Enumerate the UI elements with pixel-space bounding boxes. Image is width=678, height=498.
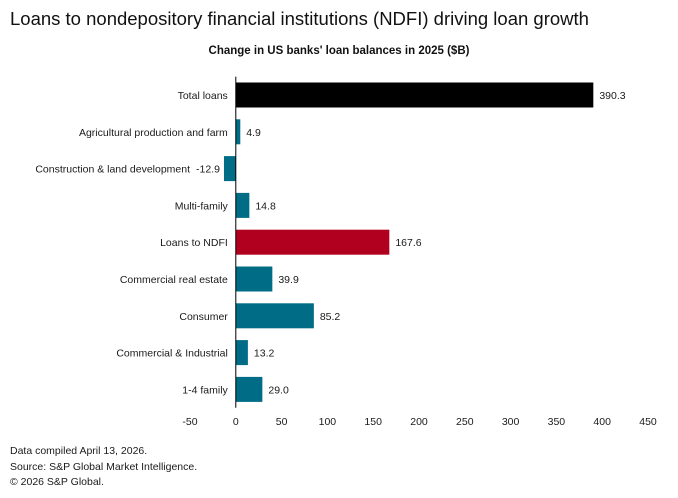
bar-1-4-family xyxy=(235,376,263,402)
bar-agricultural-production-and-farm xyxy=(235,119,241,145)
x-axis-ticks: -50 0 50 100 150 200 250 300 350 400 450 xyxy=(182,416,657,428)
bar-commercial-real-estate xyxy=(235,266,273,292)
x-tick-label: 0 xyxy=(233,416,239,428)
category-label-loans-to-ndfi: Loans to NDFI xyxy=(160,237,228,249)
x-tick-label: 100 xyxy=(319,416,337,428)
x-tick-label: 300 xyxy=(502,416,520,428)
category-label-multi-family: Multi-family xyxy=(175,200,229,212)
footer-source: Source: S&P Global Market Intelligence. xyxy=(10,460,198,473)
value-label-1-4-family: 29.0 xyxy=(268,384,289,396)
footer-copyright: © 2026 S&P Global. xyxy=(10,476,104,488)
category-labels: Total loans Agricultural production and f… xyxy=(35,90,228,396)
x-tick-label: -50 xyxy=(182,416,197,428)
chart-title: Loans to nondepository financial institu… xyxy=(10,8,589,29)
category-label-agricultural-production-and-farm: Agricultural production and farm xyxy=(79,127,228,139)
value-label-agricultural-production-and-farm: 4.9 xyxy=(246,127,261,139)
bar-consumer xyxy=(235,303,314,329)
value-label-commercial-real-estate: 39.9 xyxy=(278,274,299,286)
bar-total-loans xyxy=(235,82,594,108)
category-label-consumer: Consumer xyxy=(179,311,228,323)
footer-date: Data compiled April 13, 2026. xyxy=(10,445,148,457)
bar-multi-family xyxy=(235,192,250,218)
x-tick-label: 450 xyxy=(639,416,657,428)
x-tick-label: 200 xyxy=(410,416,428,428)
value-labels: 390.3 4.9 -12.9 14.8 167.6 39.9 85.2 13.2 29.0 xyxy=(196,90,626,396)
bar-loans-to-ndfi xyxy=(235,229,390,255)
bar-construction-land-development xyxy=(223,156,236,182)
value-label-total-loans: 390.3 xyxy=(599,90,625,102)
category-label-total-loans: Total loans xyxy=(178,90,228,102)
bar-commercial-industrial xyxy=(235,340,248,366)
x-tick-label: 250 xyxy=(456,416,474,428)
value-label-consumer: 85.2 xyxy=(320,311,341,323)
category-label-commercial-industrial: Commercial & Industrial xyxy=(116,348,227,360)
footer: Data compiled April 13, 2026. Source: S&… xyxy=(10,444,197,491)
value-label-multi-family: 14.8 xyxy=(255,200,276,212)
x-tick-label: 150 xyxy=(364,416,382,428)
category-label-1-4-family: 1-4 family xyxy=(182,384,228,396)
value-label-loans-to-ndfi: 167.6 xyxy=(395,237,421,249)
x-tick-label: 400 xyxy=(593,416,611,428)
chart-subtitle: Change in US banks' loan balances in 202… xyxy=(208,45,470,57)
bar-chart: Total loans Agricultural production and f… xyxy=(35,76,657,428)
bars-group xyxy=(223,82,594,402)
value-label-construction-land-development: -12.9 xyxy=(196,164,220,176)
category-label-commercial-real-estate: Commercial real estate xyxy=(120,274,228,286)
x-tick-label: 50 xyxy=(276,416,288,428)
x-tick-label: 350 xyxy=(548,416,566,428)
category-label-construction-land-development: Construction & land development xyxy=(35,164,190,176)
value-label-commercial-industrial: 13.2 xyxy=(254,348,275,360)
